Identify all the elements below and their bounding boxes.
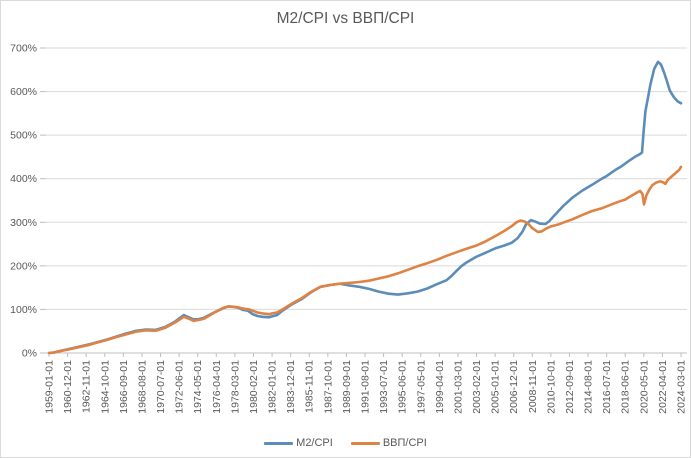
chart-title: M2/CPI vs ВВП/CPI (276, 10, 415, 27)
series-line-m2cpi (47, 60, 683, 355)
x-tick-label: 1964-10-01 (99, 360, 111, 414)
x-axis-labels: 1959-01-01 1960-12-01 1962-11-01 1964-10-01… (44, 360, 688, 414)
x-tick-label: 1991-08-01 (360, 360, 372, 414)
axes (40, 47, 687, 357)
x-tick-label: 1974-05-01 (192, 360, 204, 414)
x-tick-label: 1960-12-01 (62, 360, 74, 414)
x-tick-label: 1959-01-01 (44, 360, 56, 414)
y-tick-label: 600% (10, 86, 37, 98)
legend-label-m2cpi: M2/CPI (296, 437, 333, 449)
legend-line-m2cpi-icon (264, 441, 294, 445)
y-tick-label: 700% (10, 43, 37, 55)
x-tick-label: 2010-10-01 (545, 360, 557, 414)
x-tick-label: 1962-11-01 (81, 360, 93, 413)
x-tick-label: 1995-06-01 (397, 360, 409, 414)
y-tick-label: 500% (10, 130, 37, 142)
y-tick-label: 200% (10, 260, 37, 272)
series-line-vvpcpi (47, 165, 683, 355)
x-tick-label: 2018-06-01 (620, 360, 632, 414)
x-tick-label: 1985-11-01 (304, 360, 316, 413)
gridlines (46, 47, 687, 310)
x-tick-label: 2008-11-01 (527, 360, 539, 413)
x-tick-label: 1989-09-01 (341, 360, 353, 414)
y-tick-label: 300% (10, 217, 37, 229)
x-tick-label: 1966-09-01 (118, 360, 130, 414)
legend-label-vvpcpi: ВВП/CPI (382, 437, 427, 449)
x-tick-label: 2014-08-01 (583, 360, 595, 414)
x-tick-label: 2016-07-01 (601, 360, 613, 414)
x-tick-label: 1972-06-01 (174, 360, 186, 414)
legend: M2/CPI ВВП/CPI (1, 437, 690, 449)
x-tick-label: 2012-09-01 (564, 360, 576, 414)
x-tick-label: 1968-08-01 (136, 360, 148, 414)
x-tick-label: 2024-03-01 (676, 360, 688, 414)
x-tick-label: 2001-03-01 (452, 360, 464, 414)
x-tick-label: 1993-07-01 (378, 360, 390, 414)
x-tick-label: 2005-01-01 (490, 360, 502, 414)
legend-entry-vvpcpi: ВВП/CPI (350, 437, 427, 449)
y-tick-label: 100% (10, 304, 37, 316)
x-tick-label: 2006-12-01 (508, 360, 520, 414)
x-tick-label: 1976-04-01 (211, 360, 223, 414)
x-tick-label: 2022-04-01 (657, 360, 669, 414)
y-axis-labels: 0% 100% 200% 300% 400% 500% 600% 700% (10, 43, 37, 360)
x-tick-label: 1978-03-01 (229, 360, 241, 414)
x-tick-label: 1997-05-01 (415, 360, 427, 414)
y-tick-label: 400% (10, 173, 37, 185)
x-tick-label: 1987-10-01 (322, 360, 334, 414)
y-tick-label: 0% (22, 348, 37, 360)
x-tick-label: 1970-07-01 (155, 360, 167, 414)
legend-entry-m2cpi: M2/CPI (264, 437, 333, 449)
x-tick-label: 2020-05-01 (638, 360, 650, 414)
x-tick-label: 1982-01-01 (267, 360, 279, 414)
x-tick-label: 1980-02-01 (248, 360, 260, 414)
x-tick-label: 2003-02-01 (471, 360, 483, 414)
series-lines (47, 60, 683, 355)
legend-line-vvpcpi-icon (350, 441, 380, 445)
x-tick-label: 1983-12-01 (285, 360, 297, 414)
x-tick-label: 1999-04-01 (434, 360, 446, 414)
